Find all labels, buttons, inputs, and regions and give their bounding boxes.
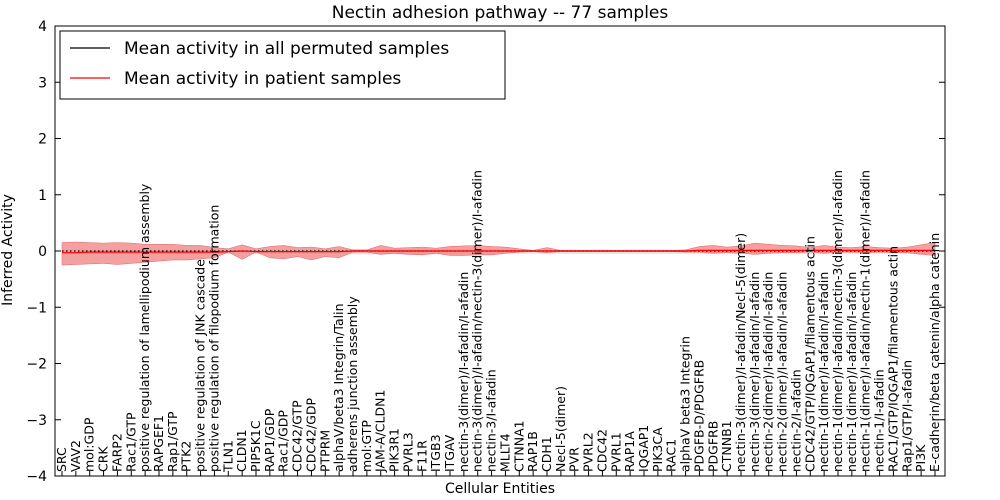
y-tick-label: 2: [38, 132, 47, 148]
category-label: VAV2: [68, 440, 83, 472]
category-label: CDH1: [539, 436, 554, 472]
y-axis-label: Inferred Activity: [0, 194, 16, 306]
plot-area: [61, 241, 936, 266]
category-label: nectin-2(dimer)/I-afadin/I-afadin: [775, 272, 790, 472]
category-label: mol:GDP: [82, 417, 97, 472]
category-label: PVRL1: [608, 432, 623, 472]
category-label: nectin-3(dimer)/I-afadin/Necl-5(dimer): [733, 233, 748, 472]
category-label: FARP2: [109, 433, 124, 472]
category-label: alphaV beta3 Integrin: [678, 336, 693, 472]
legend-label-patient: Mean activity in patient samples: [124, 69, 401, 89]
category-label: positive regulation of filopodium format…: [206, 205, 221, 472]
category-label: E-cadherin/beta catenin/alpha catenin: [927, 233, 942, 472]
y-tick-label: 4: [38, 19, 47, 35]
category-label: PIK3R1: [387, 428, 402, 472]
category-label: nectin-3(dimer)/I-afadin/I-afadin: [747, 272, 762, 472]
y-tick-label: 1: [38, 188, 47, 204]
y-tick-label: 3: [38, 75, 47, 91]
patient-band: [61, 241, 936, 266]
category-label: nectin-1(dimer)/I-afadin/I-afadin: [816, 272, 831, 472]
category-label: PTK2: [179, 441, 194, 472]
category-label: MLLT4: [497, 433, 512, 472]
patient-mean-line: [62, 249, 935, 254]
category-label: RAC1/GTP/IQGAP1/filamentous actin: [885, 246, 900, 472]
legend: Mean activity in all permuted samples Me…: [59, 30, 506, 100]
category-label: nectin-3(dimer)/I-afadin/I-afadin: [456, 272, 471, 472]
category-label: nectin-1/I-afadin: [872, 369, 887, 472]
category-label: Rac1/GTP: [123, 412, 138, 472]
category-label: RAC1: [664, 439, 679, 472]
y-tick-label: −4: [26, 469, 47, 485]
category-label: PVRL3: [400, 432, 415, 472]
category-label: CDC42: [594, 429, 609, 472]
x-axis-label: Cellular Entities: [445, 481, 555, 497]
category-label: PI3K: [913, 444, 928, 472]
category-label: nectin-2/I-afadin: [788, 369, 803, 472]
category-label: nectin-3(dimer)/I-afadin/nectin-3(dimer)…: [470, 170, 485, 472]
category-label: CTNNB1: [719, 420, 734, 472]
category-label: mol:GTP: [359, 420, 374, 472]
category-label: PDGFB-D/PDGFRB: [691, 360, 706, 472]
y-axis: −4 −3 −2 −1 0 1 2 3 4: [26, 19, 945, 485]
category-label: ITGB3: [428, 434, 443, 472]
category-label: PIK3CA: [650, 427, 665, 472]
category-label: JAM-A/CLDN1: [373, 390, 388, 473]
category-label: positive regulation of JNK cascade: [193, 259, 208, 472]
category-label: CTNNA1: [511, 420, 526, 472]
category-label: RAP1B: [525, 431, 540, 472]
category-label: nectin-1(dimer)/I-afadin/I-afadin: [844, 272, 859, 472]
category-label: PIP5K1C: [248, 420, 263, 472]
category-label: RAPGEF1: [151, 415, 166, 472]
category-label: ITGAV: [442, 434, 457, 472]
category-label: PVRL2: [581, 432, 596, 472]
y-tick-label: 0: [38, 244, 47, 260]
category-label: PTPRM: [317, 430, 332, 472]
category-label: CDC42/GDP: [303, 397, 318, 472]
category-label: Necl-5(dimer): [553, 386, 568, 472]
category-label: Rac1/GDP: [276, 410, 291, 472]
category-label: PVR: [567, 447, 582, 472]
category-label: F11R: [414, 440, 429, 472]
category-label: adherens junction assembly: [345, 296, 360, 472]
category-label: CDC42/GTP/IQGAP1/filamentous actin: [802, 236, 817, 472]
category-label: positive regulation of lamellipodium ass…: [137, 183, 152, 472]
legend-label-permuted: Mean activity in all permuted samples: [124, 39, 449, 59]
category-label: RAP1A: [622, 431, 637, 472]
category-label: nectin-1(dimer)/I-afadin/nectin-3(dimer)…: [830, 170, 845, 472]
category-label: alphaV/beta3 Integrin/Talin: [331, 304, 346, 473]
chart-title: Nectin adhesion pathway -- 77 samples: [332, 3, 669, 23]
category-label: CLDN1: [234, 429, 249, 472]
legend-box: [59, 30, 506, 100]
category-label: PDGFRB: [705, 421, 720, 472]
category-label: nectin-2(dimer)/I-afadin/I-afadin: [761, 272, 776, 472]
category-label: CRK: [96, 446, 111, 472]
category-label: RAP1/GDP: [262, 408, 277, 472]
category-label: CDC42/GTP: [290, 400, 305, 472]
category-label: Rap1/GTP/I-afadin: [899, 360, 914, 472]
y-tick-label: −2: [26, 357, 47, 373]
category-label: IQGAP1: [636, 425, 651, 472]
category-label: Rap1/GTP: [165, 411, 180, 472]
category-label: nectin-3/I-afadin: [484, 369, 499, 472]
category-label: SRC: [54, 447, 69, 472]
category-label: TLN1: [220, 440, 235, 473]
y-tick-label: −3: [26, 413, 47, 429]
category-label: nectin-1(dimer)/I-afadin/nectin-1(dimer)…: [858, 170, 873, 472]
y-tick-label: −1: [26, 300, 47, 316]
